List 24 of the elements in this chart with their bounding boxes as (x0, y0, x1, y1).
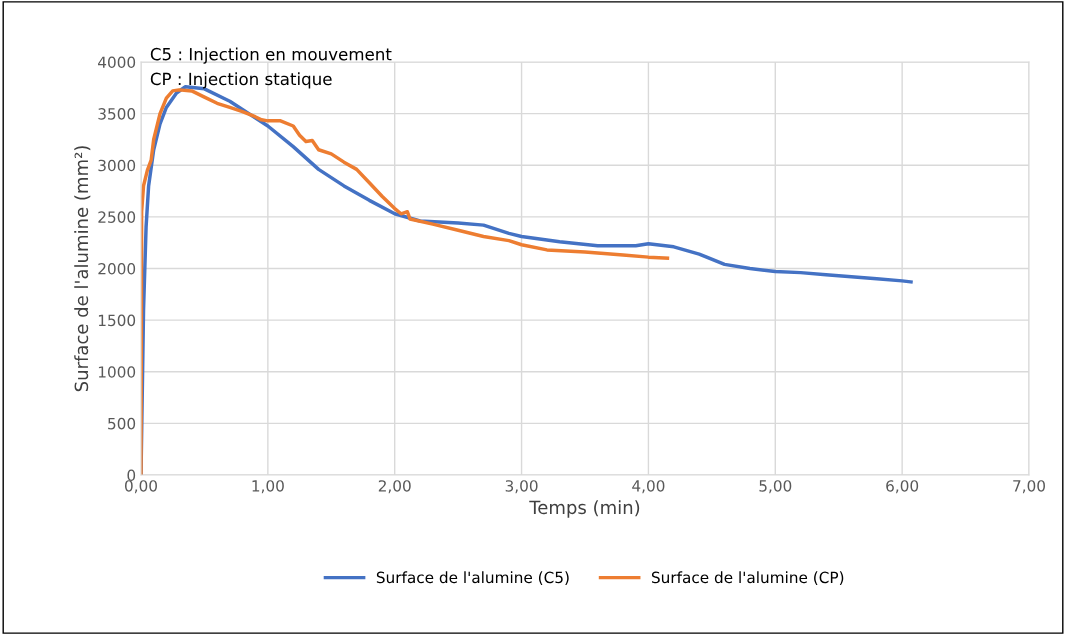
x-tick-label: 7,00 (1013, 480, 1045, 494)
x-tick-label: 1,00 (252, 480, 284, 494)
y-tick-label: 3000 (98, 159, 136, 172)
y-tick-label: 2500 (98, 211, 136, 223)
line-series (141, 88, 670, 475)
x-tick-label: 6,00 (886, 480, 919, 494)
x-tick-label: 5,00 (759, 480, 792, 494)
legend-label: Surface de l'alumine (C5) (376, 571, 569, 585)
x-tick-label: 0,00 (125, 480, 157, 494)
y-tick-label: 3500 (98, 108, 136, 120)
x-tick-label: 2,00 (378, 480, 411, 494)
annotation: C5 : Injection en mouvement (150, 47, 392, 64)
x-tick-label: 3,00 (505, 480, 538, 494)
annotation: CP : Injection statique (150, 72, 332, 89)
y-tick-label: 500 (108, 417, 136, 430)
y-tick-label: 0 (127, 469, 136, 482)
y-tick-label: 4000 (98, 56, 136, 69)
legend-label: Surface de l'alumine (CP) (651, 571, 844, 585)
y-tick-label: 2000 (98, 262, 136, 275)
y-tick-label: 1500 (98, 314, 136, 327)
y-tick-label: 1000 (98, 366, 136, 378)
x-tick-label: 4,00 (632, 480, 665, 494)
x-axis-title: Temps (min) (529, 500, 640, 518)
y-axis-title: Surface de l'alumine (mm²) (74, 146, 91, 392)
